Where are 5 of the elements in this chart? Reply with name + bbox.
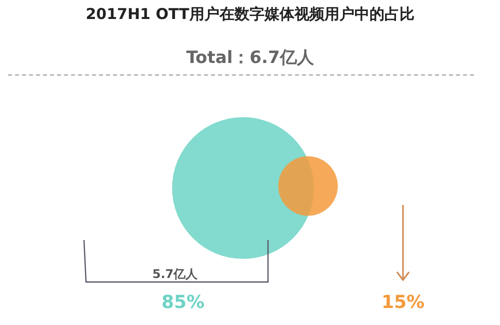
data-label: 85%: [161, 292, 205, 313]
text: 5.7亿人: [152, 267, 199, 281]
text: Total：6.7亿人: [186, 48, 315, 68]
text: 2017H1 OTT用户在数字媒体视频用户中的占比: [86, 5, 414, 23]
data-label: 15%: [381, 292, 425, 313]
